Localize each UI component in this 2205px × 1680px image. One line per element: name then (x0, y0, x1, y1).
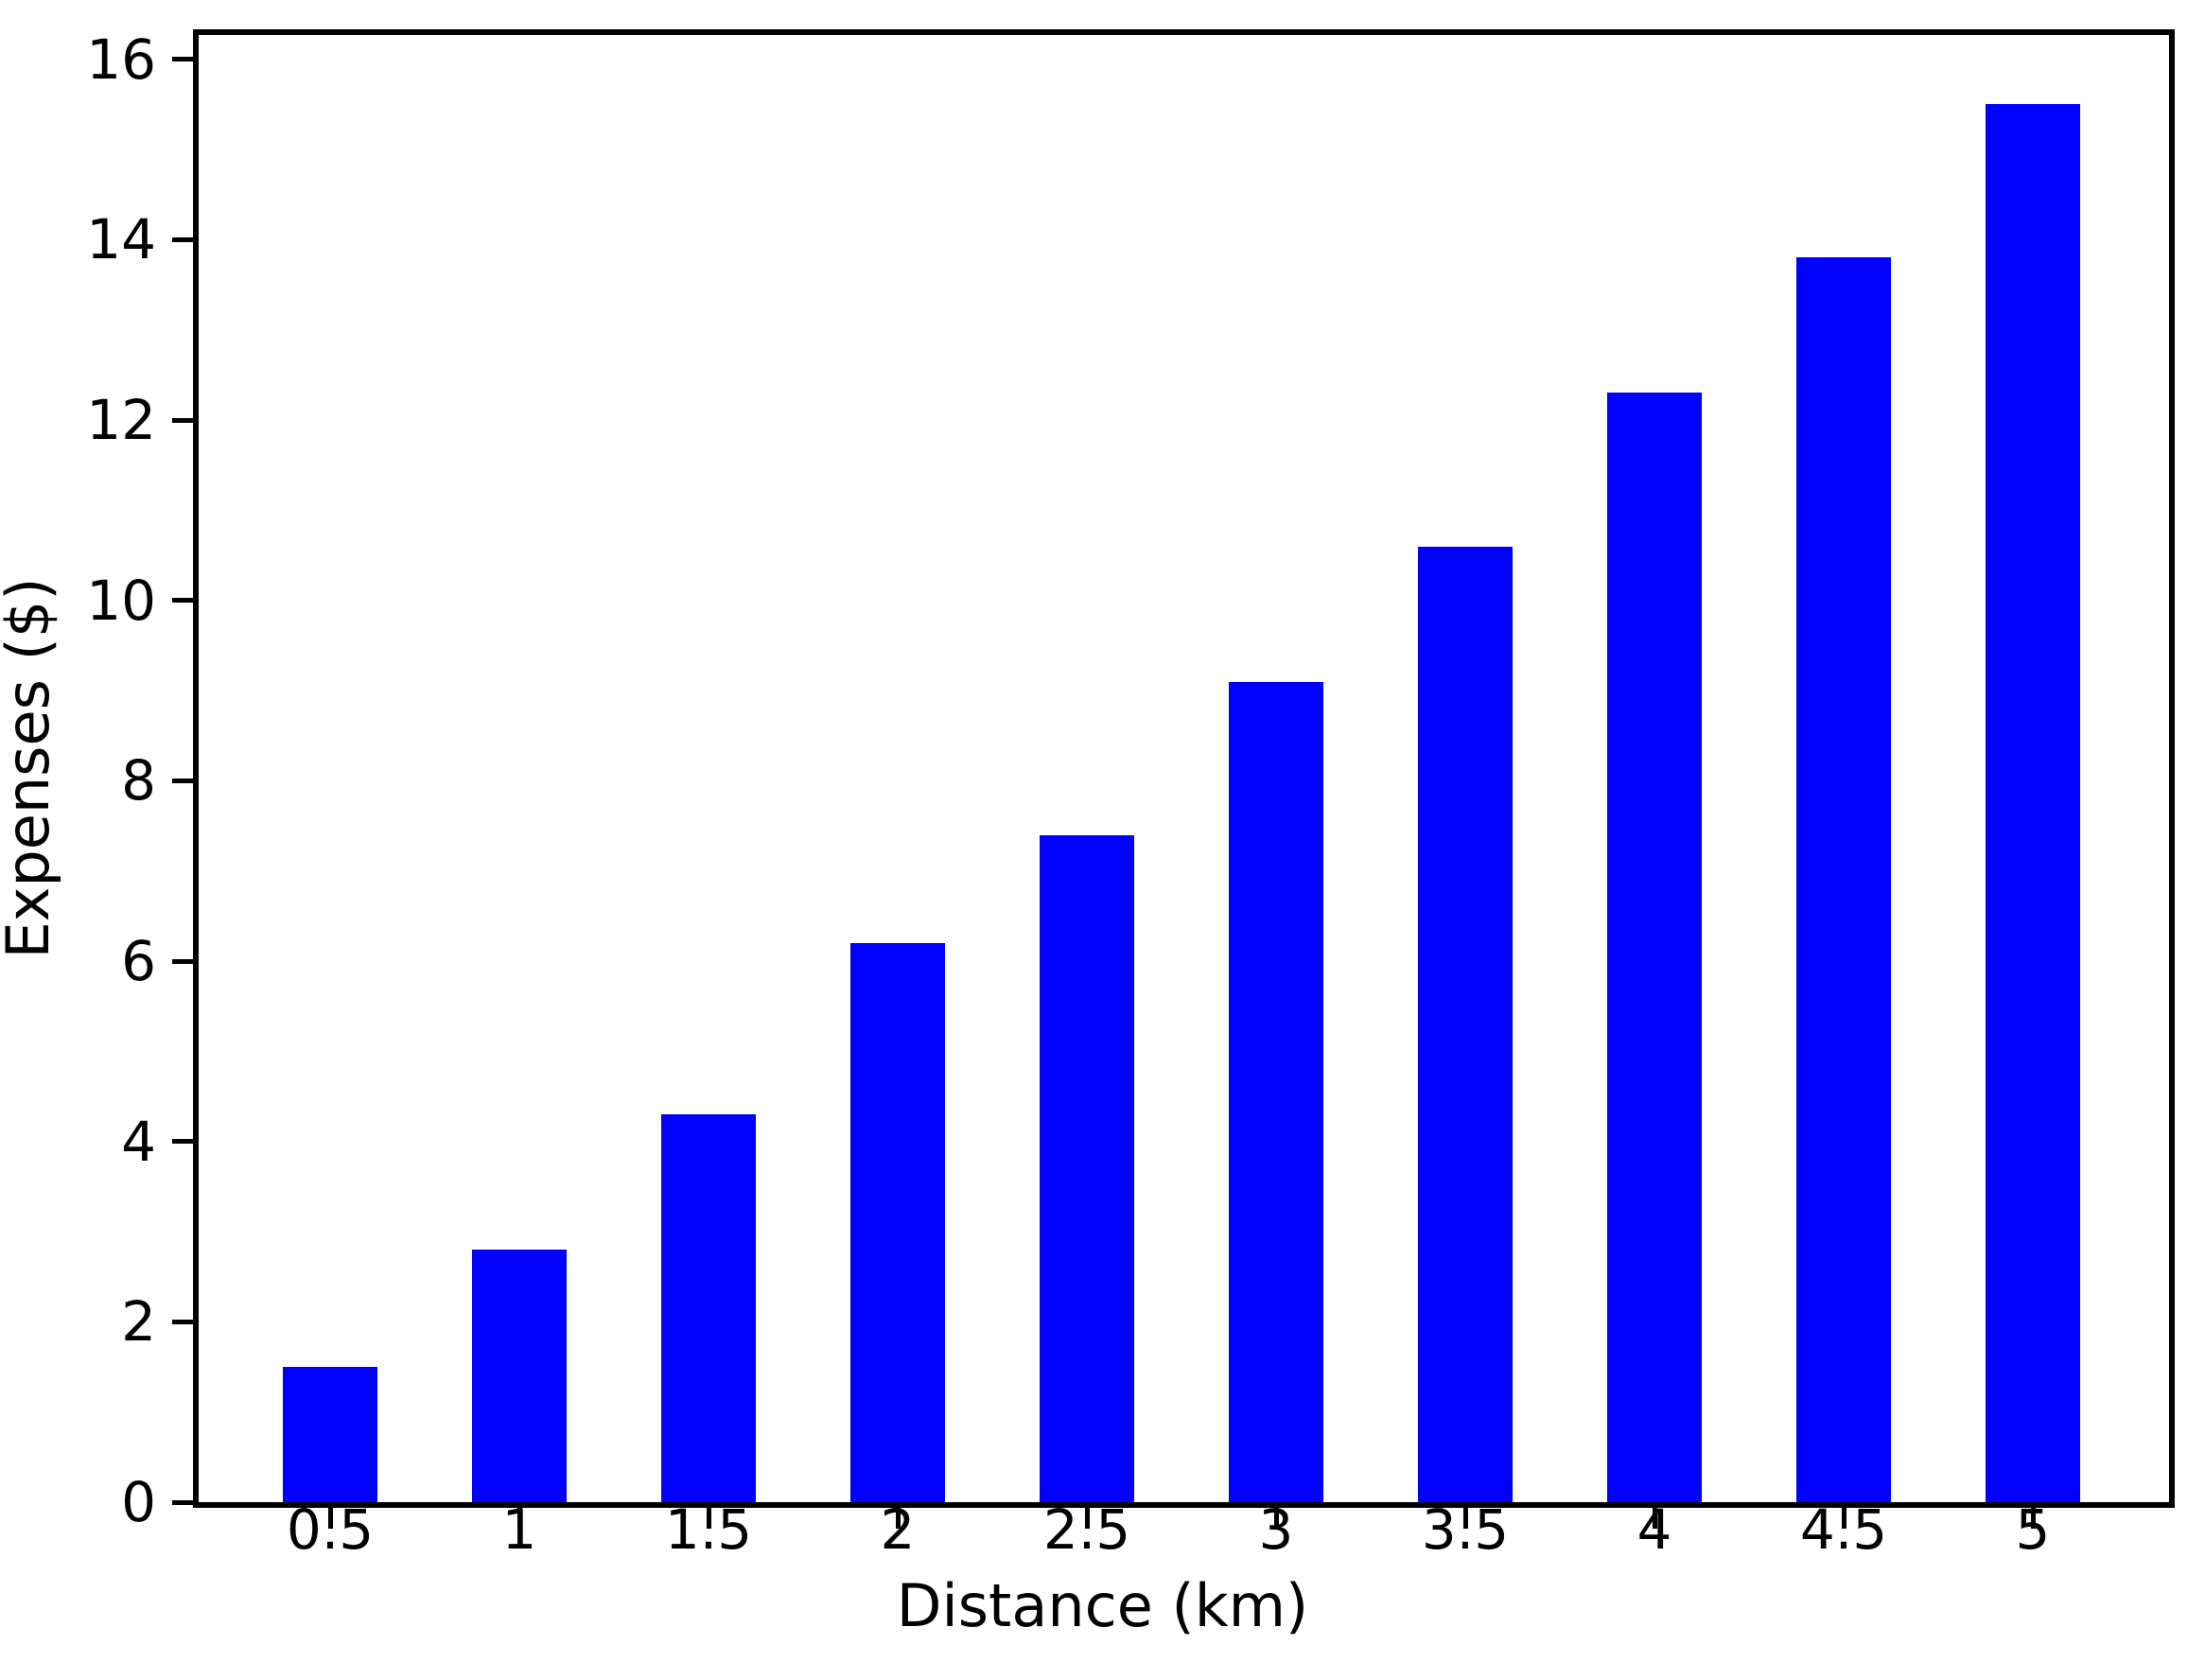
y-tick-label: 16 (86, 26, 156, 92)
y-tick-label: 10 (86, 568, 156, 633)
y-tick-mark (172, 236, 193, 242)
bar-2km (850, 943, 945, 1502)
x-tick-mark (1273, 1508, 1279, 1529)
x-tick-label: 2.5 (1042, 1497, 1131, 1562)
x-tick-mark (895, 1508, 901, 1529)
y-tick-label: 8 (121, 748, 156, 814)
bar-4.5km (1796, 257, 1891, 1502)
y-tick-mark (172, 417, 193, 423)
y-tick-label: 12 (86, 388, 156, 453)
x-tick-mark (1084, 1508, 1090, 1529)
y-tick-mark (172, 1499, 193, 1505)
plot-area: 0 2 4 6 8 10 12 14 16 (86, 29, 2175, 1532)
bar-4km (1607, 393, 1702, 1502)
y-tick-mark (172, 1139, 193, 1145)
x-tick-label: 4.5 (1799, 1497, 1888, 1562)
y-tick-label: 14 (86, 207, 156, 272)
x-tick-label: 3 (1258, 1497, 1294, 1562)
x-tick-label: 4 (1636, 1497, 1672, 1562)
bar-3km (1229, 682, 1323, 1502)
y-tick-label: 6 (121, 929, 156, 994)
y-tick-mark (172, 598, 193, 604)
bar-1.5km (661, 1114, 756, 1502)
x-tick-label: 1 (501, 1497, 537, 1562)
x-tick-mark (1462, 1508, 1468, 1529)
y-tick-label: 0 (121, 1470, 156, 1534)
x-tick-label: 0.5 (286, 1497, 375, 1562)
y-tick-label: 2 (121, 1289, 156, 1355)
x-tick-mark (2030, 1508, 2036, 1529)
y-tick-mark (172, 1319, 193, 1324)
x-axis-label: Distance (km) (896, 1571, 1309, 1640)
x-tick-mark (1652, 1508, 1657, 1529)
bar-5km (1986, 104, 2080, 1502)
x-tick-mark (706, 1508, 711, 1529)
x-tick-label: 3.5 (1421, 1497, 1510, 1562)
y-tick-mark (172, 958, 193, 964)
x-tick-label: 5 (2015, 1497, 2051, 1562)
bar-1km (472, 1250, 567, 1502)
x-tick-mark (516, 1508, 522, 1529)
bar-0.5km (283, 1367, 377, 1502)
bar-3.5km (1418, 547, 1513, 1502)
x-tick-label: 1.5 (664, 1497, 753, 1562)
y-tick-mark (172, 778, 193, 783)
bar-2.5km (1040, 835, 1134, 1502)
y-tick-label: 4 (121, 1109, 156, 1174)
y-axis-label: Expenses ($) (0, 577, 62, 959)
x-tick-mark (327, 1508, 333, 1529)
x-tick-mark (1841, 1508, 1846, 1529)
x-tick-label: 2 (880, 1497, 916, 1562)
y-tick-mark (172, 57, 193, 62)
